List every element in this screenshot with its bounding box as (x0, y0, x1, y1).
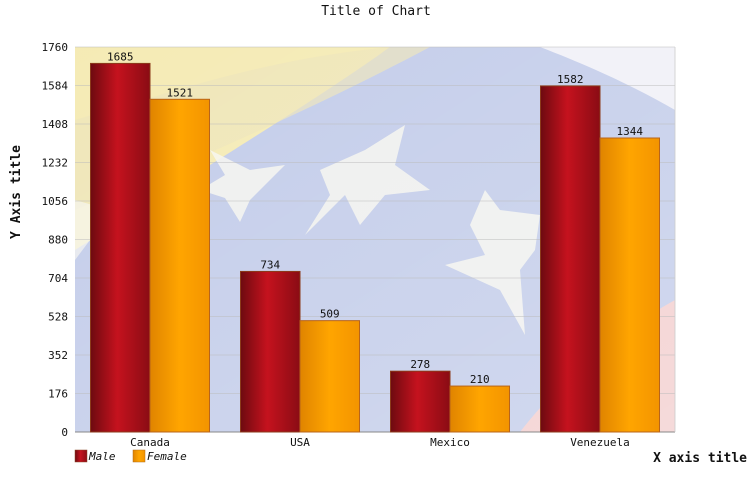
y-tick-label: 704 (48, 272, 68, 285)
x-tick-label: USA (290, 436, 310, 449)
y-tick-label: 1232 (42, 157, 69, 170)
legend-label-female: Female (147, 450, 187, 463)
data-label: 1582 (557, 73, 584, 86)
data-label: 1685 (107, 50, 134, 63)
legend-swatch-male (74, 449, 88, 463)
x-tick-label: Venezuela (570, 436, 630, 449)
bar-male-venezuela (540, 85, 601, 433)
legend-label-male: Male (88, 450, 116, 463)
legend-swatch-female (132, 449, 146, 463)
bar-female-usa (299, 320, 360, 433)
data-label: 210 (470, 373, 490, 386)
bar-female-venezuela (599, 137, 660, 433)
x-axis-title: X axis title (653, 451, 747, 466)
y-tick-label: 1760 (42, 41, 69, 54)
data-label: 1344 (617, 125, 644, 138)
bar-male-mexico (390, 370, 451, 433)
bar-female-canada (149, 98, 210, 433)
x-axis-ticks: Canada USA Mexico Venezuela (130, 436, 630, 449)
data-labels: 1685 1521 734 509 278 210 1582 1344 (107, 50, 643, 386)
data-label: 1521 (167, 86, 194, 99)
y-tick-label: 528 (48, 311, 68, 324)
y-tick-label: 1056 (42, 195, 69, 208)
data-label: 509 (320, 308, 340, 321)
y-tick-label: 880 (48, 234, 68, 247)
bar-female-mexico (449, 385, 510, 433)
x-tick-label: Mexico (430, 436, 470, 449)
data-label: 734 (260, 258, 280, 271)
y-tick-label: 1584 (42, 80, 69, 93)
y-axis-ticks: 0 176 352 528 704 880 1056 1232 1408 1584 1760 (42, 41, 69, 439)
y-axis-title: Y Axis title (9, 145, 24, 239)
chart-title: Title of Chart (321, 4, 431, 19)
y-tick-label: 1408 (42, 118, 69, 131)
y-tick-label: 176 (48, 388, 68, 401)
bars-group (90, 62, 660, 433)
legend: Male Female (74, 449, 187, 463)
data-label: 278 (410, 358, 430, 371)
y-tick-label: 352 (48, 349, 68, 362)
bar-male-usa (240, 270, 301, 433)
y-tick-label: 0 (61, 426, 68, 439)
x-tick-label: Canada (130, 436, 170, 449)
bar-male-canada (90, 62, 151, 433)
